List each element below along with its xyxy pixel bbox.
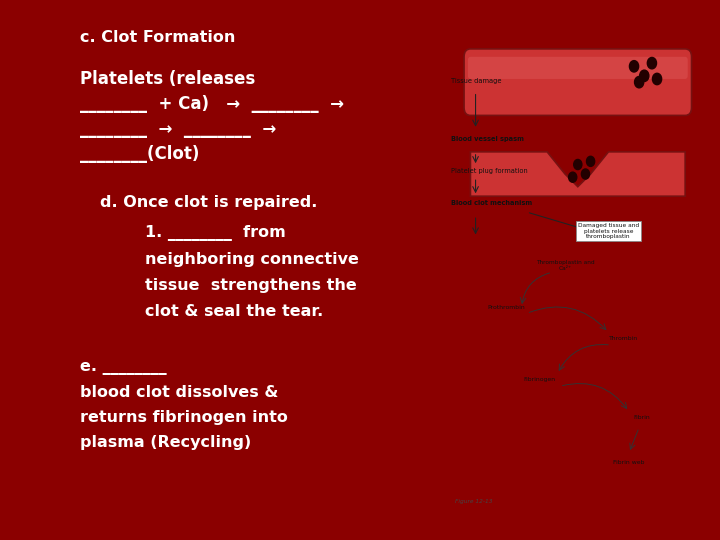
Text: ________  + Ca)   →  ________  →: ________ + Ca) → ________ →	[80, 95, 344, 113]
FancyBboxPatch shape	[468, 57, 688, 79]
FancyBboxPatch shape	[464, 49, 691, 116]
Text: d. Once clot is repaired.: d. Once clot is repaired.	[100, 195, 318, 210]
Text: Thrombin: Thrombin	[609, 336, 639, 341]
Text: ________(Clot): ________(Clot)	[80, 145, 199, 163]
Circle shape	[574, 159, 582, 170]
Text: e. ________: e. ________	[80, 360, 166, 375]
Circle shape	[581, 169, 590, 179]
Text: ________  →  ________  →: ________ → ________ →	[80, 120, 276, 138]
Text: plasma (Recycling): plasma (Recycling)	[80, 435, 251, 450]
Text: returns fibrinogen into: returns fibrinogen into	[80, 410, 288, 425]
Polygon shape	[470, 152, 685, 196]
Text: blood clot dissolves &: blood clot dissolves &	[80, 385, 279, 400]
Text: Thromboplastin and
Ca²⁺: Thromboplastin and Ca²⁺	[536, 260, 594, 271]
Text: Platelet plug formation: Platelet plug formation	[451, 168, 528, 174]
Text: Blood vessel spasm: Blood vessel spasm	[451, 136, 524, 142]
Text: Fibrin: Fibrin	[634, 415, 650, 421]
Text: clot & seal the tear.: clot & seal the tear.	[145, 304, 323, 319]
Text: Fibrin web: Fibrin web	[613, 460, 644, 465]
Text: Prothrombin: Prothrombin	[487, 305, 525, 309]
Text: 1. ________  from: 1. ________ from	[145, 225, 286, 241]
Circle shape	[587, 156, 595, 166]
Text: Tissue damage: Tissue damage	[451, 78, 502, 84]
Circle shape	[569, 172, 577, 183]
Text: Damaged tissue and
platelets release
thromboplastin: Damaged tissue and platelets release thr…	[578, 222, 639, 239]
Text: neighboring connective: neighboring connective	[145, 252, 359, 267]
Text: tissue  strengthens the: tissue strengthens the	[145, 278, 356, 293]
Text: Platelets (releases: Platelets (releases	[80, 70, 256, 88]
Text: Figure 12-13: Figure 12-13	[455, 500, 492, 504]
Circle shape	[639, 70, 649, 82]
Text: Blood clot mechanism: Blood clot mechanism	[451, 200, 533, 206]
Text: Fibrinogen: Fibrinogen	[523, 377, 556, 382]
Circle shape	[629, 60, 639, 72]
Text: c. Clot Formation: c. Clot Formation	[80, 30, 235, 45]
Circle shape	[634, 77, 644, 88]
Circle shape	[647, 57, 657, 69]
Circle shape	[652, 73, 662, 85]
